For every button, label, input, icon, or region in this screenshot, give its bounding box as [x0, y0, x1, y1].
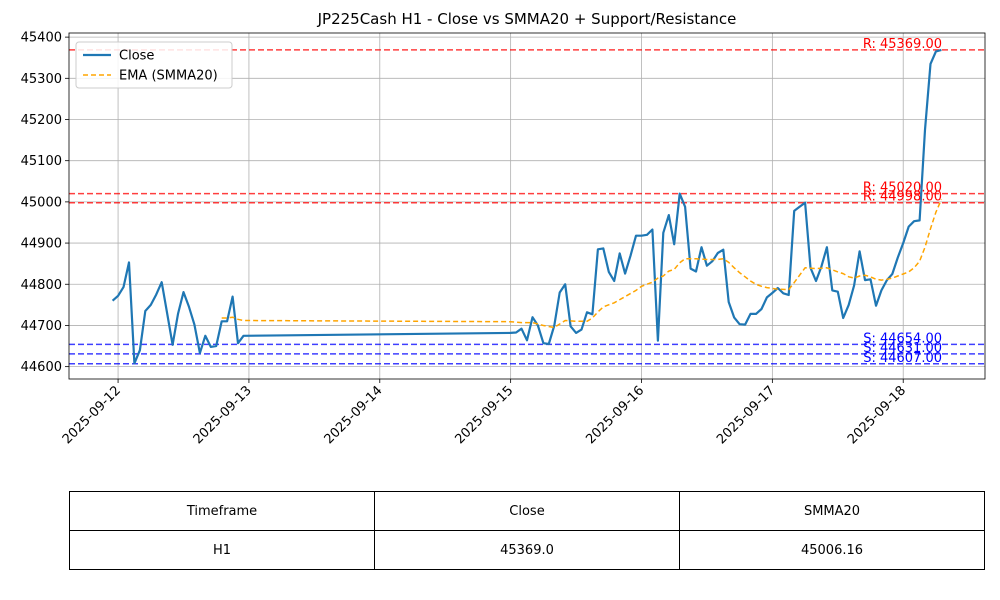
resistance-label: R: 45020.00: [863, 181, 942, 196]
legend-entry: Close: [119, 49, 154, 64]
table-header-row: Timeframe Close SMMA20: [69, 491, 985, 531]
support-label: S: 44654.00: [863, 331, 942, 346]
y-tick-label: 44800: [21, 278, 62, 293]
table-row: H1 45369.0 45006.16: [69, 530, 985, 570]
support-label: S: 44631.00: [863, 341, 942, 356]
x-tick-label: 2025-09-12: [60, 383, 124, 447]
support-label: S: 44607.00: [863, 351, 942, 366]
summary-table: Timeframe Close SMMA20 H1 45369.0 45006.…: [69, 491, 985, 570]
plot-frame: [68, 32, 986, 380]
table-header-smma20: SMMA20: [679, 491, 985, 531]
y-tick-label: 44600: [21, 360, 62, 375]
y-tick-label: 45400: [21, 31, 62, 46]
x-tick-label: 2025-09-16: [583, 383, 647, 447]
y-tick-label: 45300: [21, 72, 62, 87]
x-tick-label: 2025-09-17: [714, 383, 778, 447]
y-tick-label: 45100: [21, 154, 62, 169]
table-header-close: Close: [374, 491, 680, 531]
legend: Close EMA (SMMA20): [75, 41, 233, 89]
x-tick-label: 2025-09-18: [845, 383, 909, 447]
series-layer: [111, 48, 943, 365]
table-cell-smma20: 45006.16: [679, 530, 985, 570]
resistance-label: R: 45369.00: [863, 37, 942, 52]
y-tick-label: 44900: [21, 237, 62, 252]
x-tick-label: 2025-09-13: [191, 383, 255, 447]
chart-title: JP225Cash H1 - Close vs SMMA20 + Support…: [317, 10, 737, 28]
x-tick-label: 2025-09-14: [322, 383, 386, 447]
table-cell-timeframe: H1: [69, 530, 375, 570]
close-series-line: [111, 48, 942, 365]
axes: 2025-09-12 2025-09-13 2025-09-14 2025-09-15…: [21, 31, 986, 447]
legend-entry: EMA (SMMA20): [119, 69, 218, 84]
x-tick-label: 2025-09-15: [452, 383, 516, 447]
y-tick-label: 45000: [21, 195, 62, 210]
grid: [69, 33, 985, 379]
y-tick-label: 44700: [21, 319, 62, 334]
table-header-timeframe: Timeframe: [69, 491, 375, 531]
level-labels: R: 45369.00 R: 45020.00R: 44998.00 S: 4465…: [863, 37, 942, 366]
support-resistance-lines: [69, 49, 985, 365]
chart-canvas: 2025-09-12 2025-09-13 2025-09-14 2025-09-15…: [21, 31, 986, 447]
legend-box: [75, 41, 233, 89]
y-tick-label: 45200: [21, 113, 62, 128]
table-cell-close: 45369.0: [374, 530, 680, 570]
resistance-label: R: 44998.00: [863, 190, 942, 205]
smma20-series-line: [221, 199, 943, 329]
